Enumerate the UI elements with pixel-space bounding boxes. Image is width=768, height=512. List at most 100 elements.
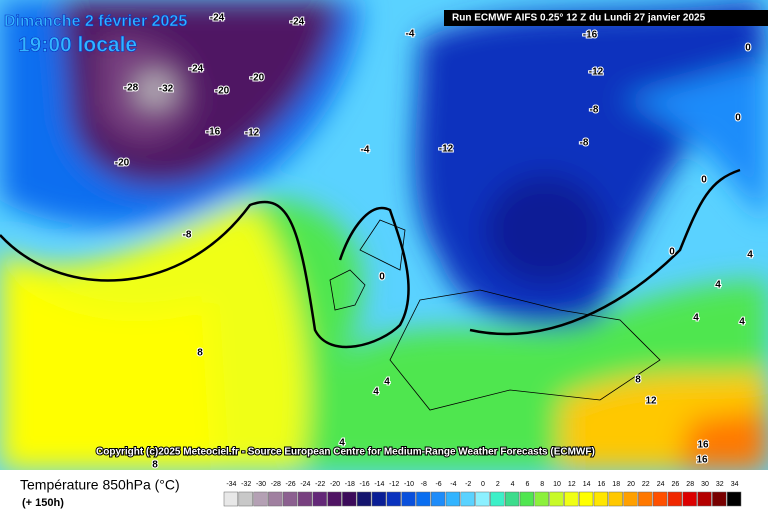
contour-label: -8: [580, 138, 589, 149]
legend-swatch: [356, 491, 372, 507]
copyright: Copyright (c)2025 Meteociel.fr - Source …: [96, 447, 595, 458]
temperature-field: [0, 0, 768, 470]
contour-label: -4: [406, 29, 415, 40]
contour-label: -24: [210, 13, 225, 24]
legend-swatch: [401, 491, 416, 507]
legend-swatch: [342, 491, 357, 507]
legend-tick-label: -22: [315, 481, 325, 488]
contour-label: -12: [245, 128, 260, 139]
legend-swatch: [549, 491, 564, 507]
contour-label: 12: [645, 396, 657, 407]
contour-label: -28: [124, 83, 139, 94]
legend-tick-label: 28: [686, 481, 694, 488]
legend-title: Température 850hPa (°C): [20, 477, 180, 493]
legend-tick-label: 8: [540, 481, 544, 488]
legend-swatch: [238, 491, 253, 507]
contour-label: 16: [697, 440, 709, 451]
legend-swatch: [386, 491, 401, 507]
contour-label: 0: [669, 247, 675, 258]
map-time: 19:00 locale: [18, 34, 137, 57]
legend-lead: (+ 150h): [22, 497, 64, 509]
legend-swatch: [297, 491, 313, 507]
contour-label: 4: [384, 377, 390, 388]
legend-swatch: [652, 491, 668, 507]
map-date: Dimanche 2 février 2025: [4, 13, 187, 30]
legend-tick-label: -2: [465, 481, 471, 488]
legend-swatch: [726, 491, 742, 507]
legend-swatch: [638, 491, 653, 507]
legend-swatch: [578, 491, 594, 507]
contour-label: -24: [290, 17, 305, 28]
contour-label: -8: [183, 230, 192, 241]
legend-tick-label: 20: [627, 481, 635, 488]
legend-swatch: [608, 491, 623, 507]
legend-tick-label: -8: [421, 481, 427, 488]
legend-swatch: [490, 491, 505, 507]
legend-swatch: [371, 491, 387, 507]
contour-label: 4: [373, 387, 379, 398]
legend-swatch: [682, 491, 697, 507]
legend-tick-label: -4: [450, 481, 456, 488]
contour-label: -8: [590, 105, 599, 116]
legend-swatch: [312, 491, 327, 507]
contour-label: -24: [189, 64, 204, 75]
legend-tick-label: -18: [345, 481, 355, 488]
legend-tick-label: -6: [435, 481, 441, 488]
legend-swatch: [475, 491, 490, 507]
legend-tick-label: 32: [716, 481, 724, 488]
legend-swatch: [268, 491, 283, 507]
legend-tick-label: -34: [226, 481, 236, 488]
legend-swatch: [445, 491, 461, 507]
legend-swatch: [534, 491, 549, 507]
legend-tick-label: 4: [511, 481, 515, 488]
contour-label: -20: [250, 73, 265, 84]
legend-swatch: [623, 491, 638, 507]
contour-label: 8: [152, 460, 158, 471]
legend-tick-label: 2: [496, 481, 500, 488]
contour-label: 8: [197, 348, 203, 359]
legend-tick-label: 12: [568, 481, 576, 488]
contour-label: -12: [589, 67, 604, 78]
contour-label: 0: [745, 43, 751, 54]
contour-label: -20: [215, 86, 230, 97]
legend-tick-label: 0: [481, 481, 485, 488]
contour-label: -16: [583, 30, 598, 41]
legend-tick-label: -28: [271, 481, 281, 488]
legend-tick-label: -12: [389, 481, 399, 488]
contour-label: 4: [739, 317, 745, 328]
legend-tick-label: 18: [612, 481, 620, 488]
legend-swatch: [416, 491, 431, 507]
contour-label: 4: [693, 313, 699, 324]
contour-label: -20: [115, 158, 130, 169]
legend-tick-label: 24: [657, 481, 665, 488]
legend-swatch: [697, 491, 712, 507]
contour-label: -12: [439, 144, 454, 155]
run-banner: [444, 10, 768, 26]
legend-swatch: [282, 491, 298, 507]
run-info: Run ECMWF AIFS 0.25° 12 Z du Lundi 27 ja…: [452, 13, 706, 24]
legend-swatch: [504, 491, 520, 507]
legend-swatch: [667, 491, 683, 507]
contour-label: 8: [635, 375, 641, 386]
legend-tick-label: 34: [731, 481, 739, 488]
legend-tick-label: -10: [404, 481, 414, 488]
contour-label: -16: [206, 127, 221, 138]
contour-label: 0: [701, 175, 707, 186]
legend-swatch: [460, 491, 475, 507]
legend-tick-label: -24: [300, 481, 310, 488]
legend-tick-label: -16: [360, 481, 370, 488]
legend-swatch: [253, 491, 268, 507]
legend-tick-label: 10: [553, 481, 561, 488]
contour-label: 16: [696, 455, 708, 466]
legend-tick-label: -14: [374, 481, 384, 488]
legend-swatch: [564, 491, 579, 507]
legend-tick-label: -20: [330, 481, 340, 488]
contour-label: 4: [715, 280, 721, 291]
legend-tick-label: -32: [241, 481, 251, 488]
contour-label: -32: [159, 84, 174, 95]
legend-tick-label: 30: [701, 481, 709, 488]
legend-swatch: [223, 491, 239, 507]
contour-label: 4: [747, 250, 753, 261]
legend-tick-label: 16: [598, 481, 606, 488]
